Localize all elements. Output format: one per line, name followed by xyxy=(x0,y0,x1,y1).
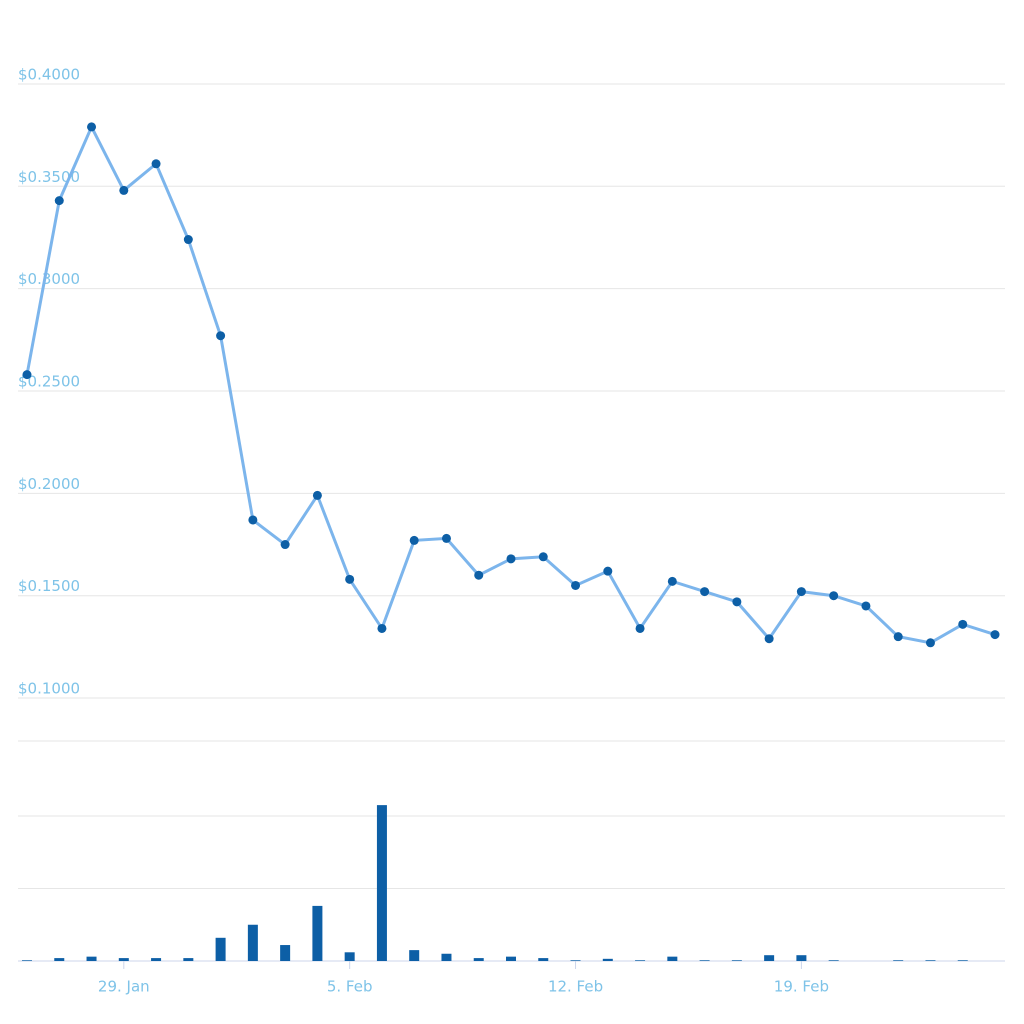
y-tick-label: $0.2000 xyxy=(18,475,80,493)
y-tick-label: $0.4000 xyxy=(18,65,80,83)
volume-bar xyxy=(376,805,387,961)
price-marker xyxy=(861,601,871,611)
price-marker xyxy=(764,634,774,644)
price-marker xyxy=(22,370,32,380)
price-marker xyxy=(119,185,129,195)
volume-bar xyxy=(893,960,904,961)
price-marker xyxy=(54,196,64,206)
volume-bar xyxy=(441,953,452,961)
price-marker xyxy=(732,597,742,607)
price-marker xyxy=(377,623,387,633)
price-marker xyxy=(248,515,258,525)
volume-bar xyxy=(828,960,839,961)
volume-bar xyxy=(570,960,581,961)
volume-bar xyxy=(796,955,807,961)
price-marker xyxy=(183,235,193,245)
price-marker xyxy=(151,159,161,169)
price-marker xyxy=(345,574,355,584)
price-marker xyxy=(635,623,645,633)
volume-bar xyxy=(22,960,32,961)
x-tick-label: 19. Feb xyxy=(774,978,829,996)
y-tick-label: $0.3000 xyxy=(18,270,80,288)
volume-bar xyxy=(183,958,194,961)
price-marker xyxy=(441,533,451,543)
price-marker xyxy=(216,331,226,341)
price-marker xyxy=(925,638,935,648)
y-tick-label: $0.1500 xyxy=(18,577,80,595)
volume-bar xyxy=(312,905,323,961)
price-marker xyxy=(990,630,1000,640)
price-marker xyxy=(893,632,903,642)
volume-bar xyxy=(635,960,646,961)
price-marker xyxy=(700,587,710,597)
volume-bar xyxy=(54,958,65,961)
volume-bar xyxy=(764,955,775,961)
volume-bar xyxy=(151,958,162,961)
volume-bar xyxy=(86,956,97,961)
volume-bar xyxy=(957,960,968,961)
price-marker xyxy=(538,552,548,562)
volume-bar xyxy=(667,956,678,961)
y-tick-label: $0.1000 xyxy=(18,680,80,698)
volume-bar xyxy=(925,960,936,961)
volume-bar xyxy=(731,960,742,961)
volume-bar xyxy=(538,958,549,961)
volume-bar xyxy=(473,958,484,961)
y-tick-label: $0.2500 xyxy=(18,373,80,391)
price-marker xyxy=(474,570,484,580)
volume-bar xyxy=(118,958,129,961)
x-tick-label: 12. Feb xyxy=(548,978,603,996)
y-tick-label: $0.3500 xyxy=(18,168,80,186)
x-tick-label: 29. Jan xyxy=(98,978,150,996)
price-marker xyxy=(409,535,419,545)
volume-bar xyxy=(506,956,516,961)
price-marker xyxy=(87,122,97,132)
volume-bar xyxy=(344,952,355,961)
price-marker xyxy=(312,490,322,500)
volume-bar xyxy=(247,924,258,961)
price-marker xyxy=(958,619,968,629)
volume-bar xyxy=(409,950,420,961)
price-marker xyxy=(280,540,290,550)
volume-bar xyxy=(215,937,226,961)
price-marker xyxy=(796,587,806,597)
volume-bar xyxy=(699,960,710,961)
price-marker xyxy=(571,580,581,590)
price-marker xyxy=(829,591,839,601)
price-marker xyxy=(667,576,677,586)
volume-bar xyxy=(602,958,613,961)
volume-bar xyxy=(280,945,291,961)
price-marker xyxy=(603,566,613,576)
price-line xyxy=(25,123,996,645)
price-marker xyxy=(506,554,516,564)
x-tick-label: 5. Feb xyxy=(327,978,373,996)
